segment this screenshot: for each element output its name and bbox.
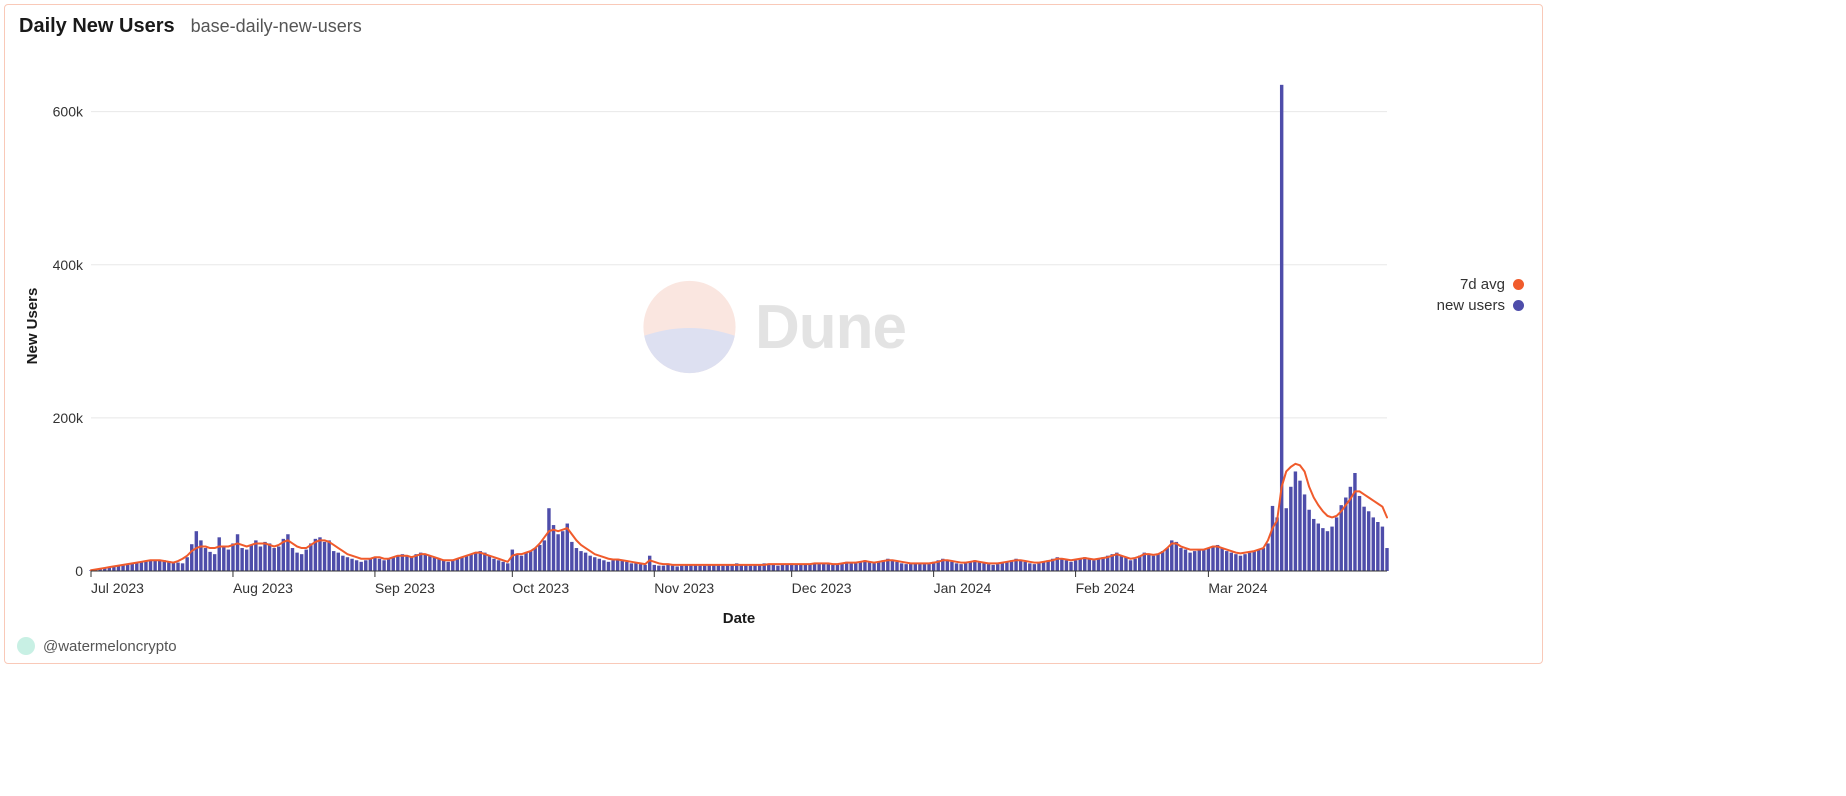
- svg-text:Feb 2024: Feb 2024: [1076, 580, 1135, 596]
- svg-text:0: 0: [75, 563, 83, 579]
- svg-text:200k: 200k: [53, 410, 84, 426]
- svg-text:Sep 2023: Sep 2023: [375, 580, 435, 596]
- chart-area: Dune 0200k400k600kJul 2023Aug 2023Sep 20…: [19, 51, 1528, 627]
- svg-text:Jul 2023: Jul 2023: [91, 580, 144, 596]
- card-header: Daily New Users base-daily-new-users: [5, 5, 1542, 44]
- chart-subtitle: base-daily-new-users: [191, 16, 362, 37]
- svg-text:Jan 2024: Jan 2024: [934, 580, 992, 596]
- legend-label: new users: [1437, 297, 1505, 314]
- legend-dot-icon: [1513, 279, 1524, 290]
- chart-svg[interactable]: 0 200k 400k 600k Jul 2023 Aug 2023 Sep 2023 Oct…: [19, 51, 1527, 629]
- chart-card: Daily New Users base-daily-new-users Dun…: [4, 4, 1543, 664]
- svg-text:400k: 400k: [53, 257, 84, 273]
- legend-dot-icon: [1513, 300, 1524, 311]
- author-handle[interactable]: @watermeloncrypto: [43, 638, 177, 655]
- svg-text:Date: Date: [723, 610, 756, 627]
- legend: 7d avg new users: [1437, 272, 1524, 318]
- svg-text:Oct 2023: Oct 2023: [512, 580, 569, 596]
- svg-text:Aug 2023: Aug 2023: [233, 580, 293, 596]
- chart-title: Daily New Users: [19, 15, 175, 38]
- author-avatar[interactable]: [17, 637, 35, 655]
- legend-item-new-users[interactable]: new users: [1437, 297, 1524, 314]
- svg-text:New Users: New Users: [24, 288, 41, 365]
- legend-item-7d-avg[interactable]: 7d avg: [1437, 276, 1524, 293]
- svg-text:Nov 2023: Nov 2023: [654, 580, 714, 596]
- svg-text:Mar 2024: Mar 2024: [1208, 580, 1267, 596]
- svg-text:600k: 600k: [53, 104, 84, 120]
- card-footer: @watermeloncrypto: [17, 637, 177, 655]
- legend-label: 7d avg: [1460, 276, 1505, 293]
- svg-text:Dec 2023: Dec 2023: [792, 580, 852, 596]
